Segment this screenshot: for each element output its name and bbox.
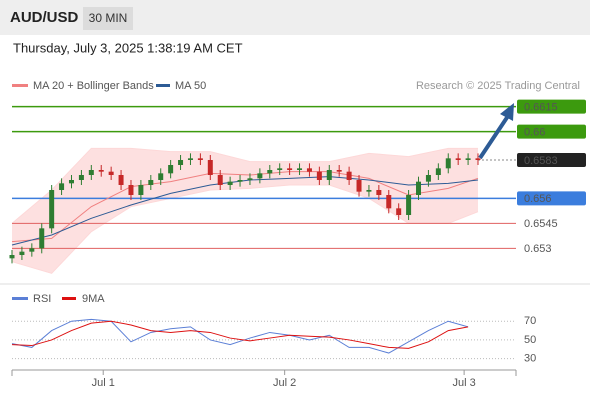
candle-body (59, 183, 65, 190)
x-tick-label: Jul 3 (452, 377, 475, 389)
legend-swatch (62, 297, 76, 300)
y-tick-label: 30 (524, 353, 536, 365)
candle-body (356, 180, 362, 192)
legend-entry: MA 20 + Bollinger Bands (33, 80, 154, 92)
candle-body (346, 171, 352, 180)
y-tick-label: 50 (524, 334, 536, 346)
candle-body (108, 171, 114, 175)
candle-body (366, 190, 372, 192)
candle-body (326, 170, 332, 180)
candle-body (68, 180, 74, 184)
level-box (517, 153, 586, 167)
candle-body (168, 165, 174, 174)
rsi-line (11, 320, 469, 349)
timestamp: Thursday, July 3, 2025 1:38:19 AM CET (13, 40, 243, 55)
symbol: AUD/USD (10, 9, 79, 26)
candle-body (396, 208, 402, 215)
timeframe-box (83, 7, 133, 30)
candle-body (39, 228, 45, 249)
candle-body (88, 170, 94, 175)
level-box (517, 124, 586, 139)
candle-body (306, 168, 312, 172)
candle-body (178, 160, 184, 165)
x-tick-label: Jul 2 (273, 377, 296, 389)
candle-body (98, 170, 104, 172)
legend-entry: RSI (33, 293, 51, 305)
forecast-arrow (478, 114, 510, 160)
candle-body (435, 168, 441, 175)
candle-body (445, 158, 451, 169)
candle-body (406, 195, 412, 215)
candle-body (316, 171, 322, 180)
legend-swatch (156, 84, 170, 87)
candle-body (49, 190, 55, 229)
candle-body (237, 180, 243, 182)
candle-body (128, 185, 134, 195)
candle-body (277, 168, 283, 170)
legend-swatch (12, 297, 28, 300)
arrow-head (500, 103, 514, 121)
level-label: 0.66 (524, 127, 545, 139)
candle-body (217, 175, 223, 185)
level-label: 0.6583 (524, 155, 558, 167)
level-label: 0.656 (524, 193, 552, 205)
legend-entry: MA 50 (175, 80, 206, 92)
candle-body (187, 158, 193, 160)
legend-entry: 9MA (82, 293, 105, 305)
candle-body (78, 175, 84, 180)
candle-body (158, 173, 164, 180)
candle-body (287, 168, 293, 170)
candle-body (19, 251, 25, 255)
candle-body (455, 158, 461, 160)
candle-body (267, 170, 273, 174)
candle-body (416, 181, 422, 195)
level-label: 0.653 (524, 243, 552, 255)
candle-body (197, 158, 203, 160)
candle-body (207, 160, 213, 175)
candle-body (386, 195, 392, 209)
level-box (517, 99, 586, 114)
rsi-line (11, 318, 469, 354)
timeframe: 30 MIN (89, 11, 128, 25)
candle-body (29, 248, 35, 252)
legend-swatch (12, 84, 28, 87)
candle-body (227, 181, 233, 185)
candle-body (118, 175, 124, 185)
candle-body (475, 158, 481, 160)
x-tick-label: Jul 1 (92, 377, 115, 389)
level-label: 0.6615 (524, 102, 558, 114)
candle-body (425, 175, 431, 182)
level-label: 0.6545 (524, 218, 558, 230)
candle-body (336, 170, 342, 172)
candle-body (138, 185, 144, 195)
candle-body (465, 158, 471, 160)
level-box (517, 191, 586, 206)
band-edge (11, 147, 478, 224)
candle-body (247, 178, 253, 180)
y-tick-label: 70 (524, 315, 536, 327)
candle-body (376, 190, 382, 195)
candle-body (9, 255, 15, 259)
candle-body (148, 180, 154, 185)
candle-body (297, 168, 303, 170)
candle-body (257, 173, 263, 179)
source: Research © 2025 Trading Central (416, 80, 580, 92)
